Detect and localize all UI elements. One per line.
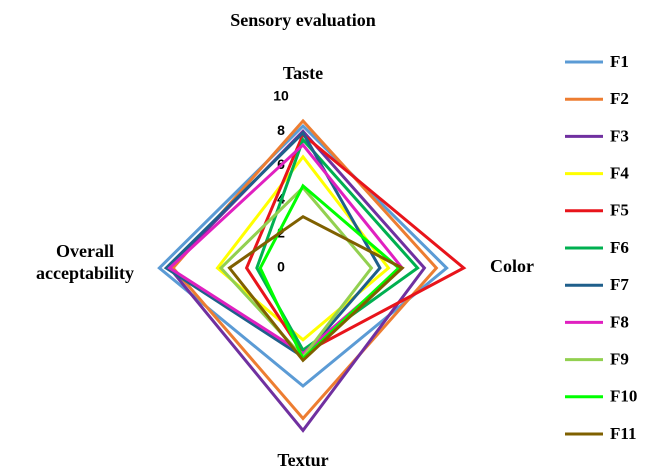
axis-label: Color	[490, 256, 534, 276]
legend-label: F4	[610, 164, 629, 183]
r-tick-label: 10	[273, 88, 289, 104]
r-tick-label: 8	[277, 122, 285, 138]
axis-label: Overall acceptability	[36, 241, 134, 283]
axis-label: Textur	[277, 450, 328, 470]
legend-label: F2	[610, 89, 629, 108]
legend-label: F10	[610, 387, 637, 406]
legend-label: F11	[610, 424, 636, 443]
legend-label: F6	[610, 238, 629, 257]
series-line	[157, 123, 449, 388]
axis-label-box: Overall acceptability	[36, 241, 134, 283]
r-tick-label: 0	[277, 259, 285, 275]
series-line	[255, 136, 420, 353]
legend-label: F8	[610, 312, 629, 331]
legend-label: F9	[610, 350, 629, 369]
chart-title: Sensory evaluation	[230, 10, 376, 30]
series-line	[227, 214, 405, 363]
series-line	[167, 142, 405, 356]
legend-label: F1	[610, 52, 629, 71]
axis-label: Taste	[283, 63, 323, 83]
legend-label: F5	[610, 201, 629, 220]
legend-label: F3	[610, 126, 629, 145]
legend-label: F7	[610, 275, 629, 294]
